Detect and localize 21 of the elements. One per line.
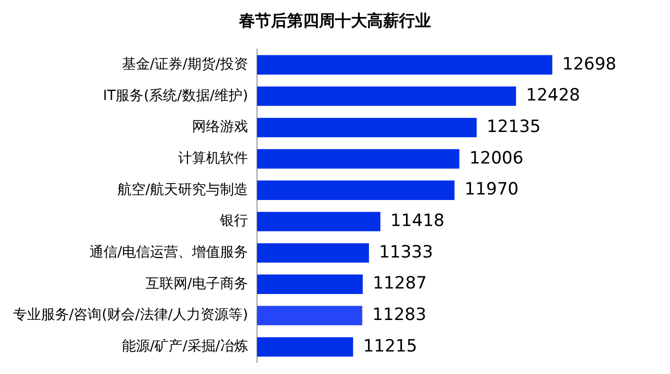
data-label: 11283: [372, 305, 426, 326]
chart-title: 春节后第四周十大高薪行业: [238, 10, 431, 30]
y-tick-label: 银行: [219, 213, 248, 230]
data-label: 11215: [363, 336, 418, 356]
data-label: 12698: [562, 54, 616, 74]
y-tick-label: 基金/证券/期货/投资: [122, 56, 248, 73]
y-tick-label: IT服务(系统/数据/维护): [103, 88, 248, 104]
data-label: 11287: [372, 274, 427, 294]
y-tick-label: 网络游戏: [192, 119, 248, 136]
data-label: 11970: [464, 180, 519, 200]
data-label: 12428: [526, 86, 580, 106]
y-tick-label: 航空/航天研究与制造: [117, 182, 248, 198]
data-label: 12006: [469, 148, 524, 168]
y-tick-label: 通信/电信运营、增值服务: [89, 244, 248, 261]
y-tick-label: 互联网/电子商务: [145, 276, 248, 292]
y-tick-label: 计算机软件: [178, 150, 248, 167]
y-tick-label: 能源/矿产/采掘/冶炼: [122, 338, 248, 355]
data-label: 12135: [486, 116, 541, 137]
data-label: 11418: [390, 210, 444, 231]
y-tick-label: 专业服务/咨询(财会/法律/人力资源等): [12, 307, 248, 324]
data-label: 11333: [378, 242, 434, 262]
